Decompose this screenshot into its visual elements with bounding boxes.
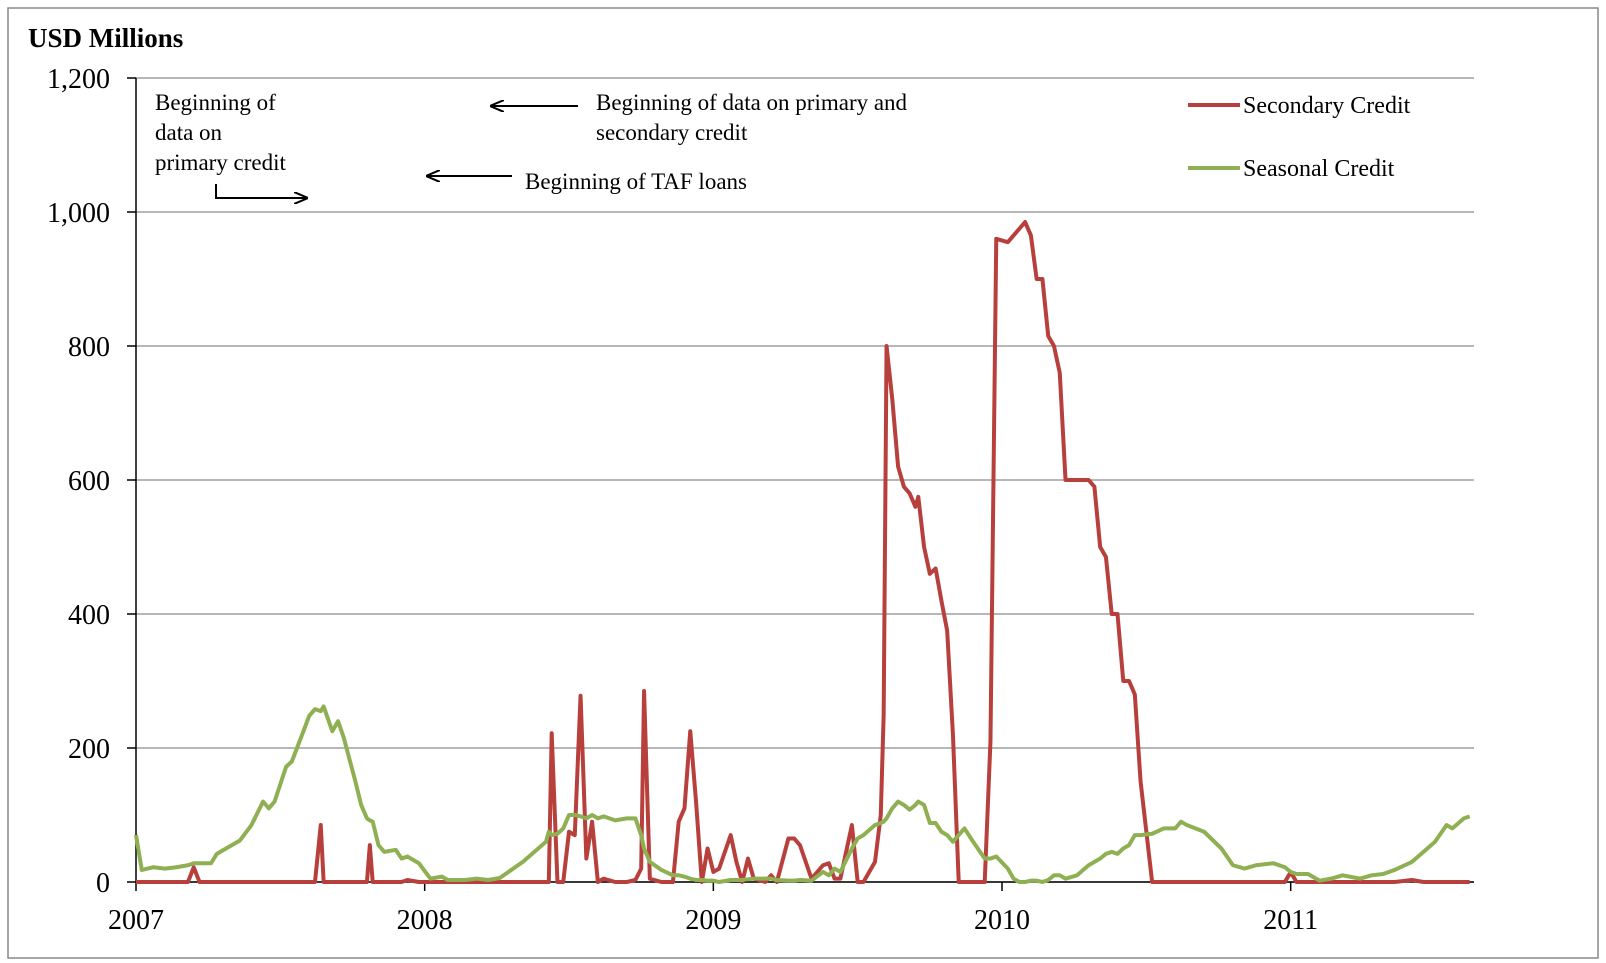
annotation: secondary credit — [596, 120, 748, 145]
grid: 0 200 400 600 800 1,000 1,200 2007 2008 2009 2010 2… — [47, 64, 1474, 936]
legend-label: Seasonal Credit — [1243, 156, 1395, 182]
lines — [134, 220, 1471, 884]
y-tick-label: 1,000 — [47, 198, 110, 229]
chart-border — [7, 7, 1599, 959]
legend-label: Secondary Credit — [1243, 93, 1411, 119]
x-tick-label: 2010 — [974, 905, 1030, 936]
annotation: primary credit — [155, 150, 287, 175]
series-line — [136, 220, 1470, 884]
series-line — [134, 704, 1471, 884]
y-tick-label: 1,200 — [47, 64, 110, 95]
annotation: Beginning of TAF loans — [525, 169, 747, 194]
annotation: Beginning of — [155, 90, 276, 115]
y-tick-label: 800 — [68, 332, 110, 363]
annotation: data on — [155, 120, 223, 145]
x-tick-label: 2011 — [1263, 905, 1318, 936]
y-tick-label: 600 — [68, 466, 110, 497]
legend: Secondary Credit Seasonal Credit — [1188, 93, 1411, 182]
y-tick-label: 400 — [68, 600, 110, 631]
y-tick-label: 0 — [96, 868, 110, 899]
annotation: Beginning of data on primary and — [596, 90, 908, 115]
y-tick-label: 200 — [68, 734, 110, 765]
annotations: Beginning of data on primary credit Begi… — [155, 90, 908, 198]
arrow — [215, 184, 307, 198]
x-tick-label: 2007 — [108, 905, 164, 936]
chart-title: USD Millions — [28, 23, 183, 53]
x-tick-label: 2008 — [397, 905, 453, 936]
x-tick-label: 2009 — [685, 905, 741, 936]
